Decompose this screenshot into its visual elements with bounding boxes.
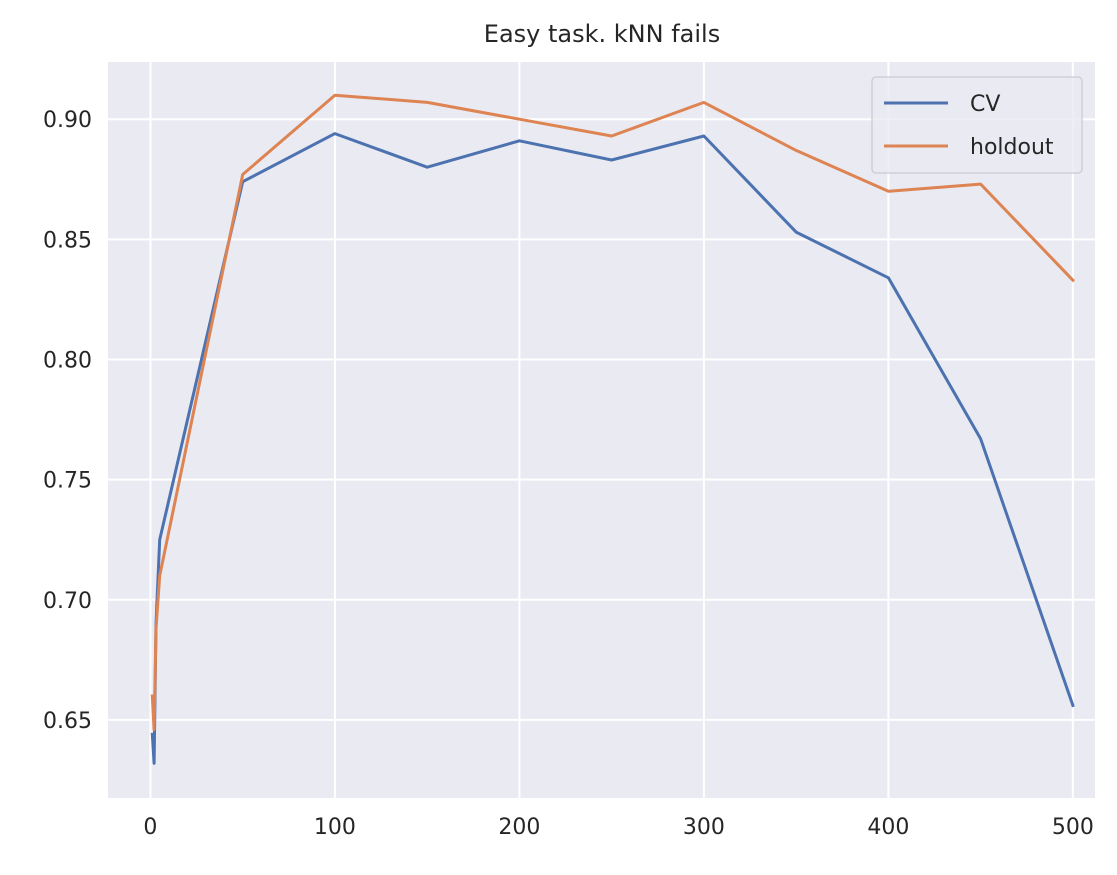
legend-box (871, 76, 1083, 174)
grid (108, 62, 1095, 798)
x-tick-label: 500 (1052, 815, 1094, 840)
x-tick-label: 0 (143, 815, 157, 840)
series-line-holdout (150, 93, 1076, 731)
x-tick-label: 300 (683, 815, 725, 840)
plot-area (108, 62, 1095, 798)
x-axis-tick-labels: 0 100 200 300 400 500 (143, 815, 1093, 840)
y-tick-label: 0.70 (43, 589, 92, 614)
x-tick-label: 200 (498, 815, 540, 840)
y-tick-label: 0.85 (43, 228, 92, 253)
series-lines (150, 93, 1076, 765)
x-tick-label: 400 (867, 815, 909, 840)
y-tick-label: 0.75 (43, 469, 92, 494)
legend: CV holdout (871, 76, 1083, 174)
y-tick-label: 0.65 (43, 709, 92, 734)
y-tick-label: 0.80 (43, 348, 92, 373)
y-tick-label: 0.90 (43, 108, 92, 133)
x-tick-label: 100 (314, 815, 356, 840)
y-axis-tick-labels: 0.65 0.70 0.75 0.80 0.85 0.90 (43, 108, 92, 734)
legend-label-cv: CV (970, 92, 1000, 117)
legend-label-holdout: holdout (970, 135, 1054, 160)
chart-title: Easy task. kNN fails (484, 20, 720, 48)
